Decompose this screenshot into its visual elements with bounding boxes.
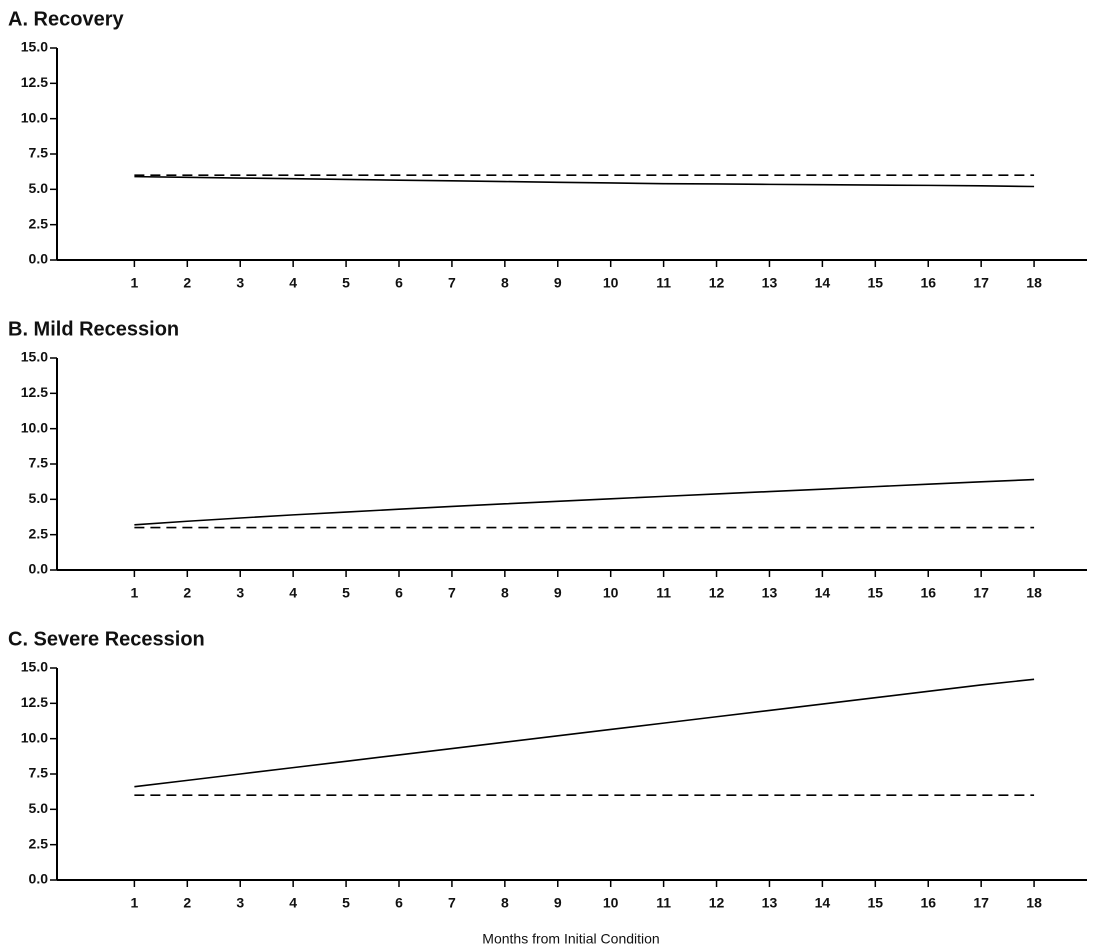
y-tick-label: 7.5 — [29, 765, 49, 781]
x-tick-label: 15 — [868, 585, 884, 601]
y-tick-label: 5.0 — [29, 490, 49, 506]
x-tick-label: 11 — [656, 275, 671, 291]
x-tick-label: 14 — [815, 275, 831, 291]
y-tick-label: 15.0 — [21, 39, 48, 55]
x-tick-label: 3 — [236, 895, 244, 911]
data-line — [134, 678, 1035, 788]
x-tick-label: 2 — [183, 585, 191, 601]
x-tick-label: 16 — [920, 895, 936, 911]
x-tick-label: 1 — [130, 585, 138, 601]
y-tick-label: 10.0 — [21, 729, 48, 745]
x-tick-label: 9 — [554, 895, 562, 911]
y-tick-label: 5.0 — [29, 800, 49, 816]
x-tick-label: 2 — [183, 895, 191, 911]
data-line — [134, 175, 1035, 188]
x-tick-label: 16 — [920, 585, 936, 601]
x-tick-label: 7 — [448, 895, 456, 911]
x-tick-label: 8 — [501, 585, 509, 601]
x-tick-label: 4 — [289, 275, 297, 291]
x-tick-label: 18 — [1026, 585, 1042, 601]
x-tick-label: 2 — [183, 275, 191, 291]
x-tick-label: 10 — [603, 585, 619, 601]
y-tick-label: 10.0 — [21, 109, 48, 125]
y-tick-label: 7.5 — [29, 455, 49, 471]
x-tick-label: 5 — [342, 585, 350, 601]
x-tick-label: 15 — [868, 275, 884, 291]
x-tick-label: 13 — [762, 895, 778, 911]
x-tick-label: 17 — [973, 895, 989, 911]
y-tick-label: 2.5 — [29, 525, 49, 541]
x-tick-label: 3 — [236, 585, 244, 601]
x-tick-label: 5 — [342, 895, 350, 911]
x-tick-label: 17 — [973, 275, 989, 291]
x-tick-label: 4 — [289, 895, 297, 911]
y-tick-label: 2.5 — [29, 835, 49, 851]
x-tick-label: 6 — [395, 895, 403, 911]
x-axis-label: Months from Initial Condition — [482, 931, 659, 947]
x-tick-label: 10 — [603, 275, 619, 291]
x-tick-label: 8 — [501, 275, 509, 291]
x-tick-label: 1 — [130, 275, 138, 291]
x-tick-label: 7 — [448, 585, 456, 601]
x-tick-label: 9 — [554, 275, 562, 291]
y-tick-label: 12.5 — [21, 694, 48, 710]
y-tick-label: 5.0 — [29, 180, 49, 196]
data-line — [134, 478, 1035, 526]
y-tick-label: 0.0 — [29, 251, 49, 267]
x-tick-label: 4 — [289, 585, 297, 601]
x-tick-label: 11 — [656, 585, 671, 601]
x-tick-label: 11 — [656, 895, 671, 911]
y-tick-label: 0.0 — [29, 871, 49, 887]
x-tick-label: 3 — [236, 275, 244, 291]
x-tick-label: 7 — [448, 275, 456, 291]
x-tick-label: 1 — [130, 895, 138, 911]
panel-title: C. Severe Recession — [8, 628, 205, 650]
x-tick-label: 14 — [815, 895, 831, 911]
panel-title: B. Mild Recession — [8, 318, 179, 340]
y-tick-label: 2.5 — [29, 215, 49, 231]
y-tick-label: 10.0 — [21, 419, 48, 435]
y-tick-label: 12.5 — [21, 384, 48, 400]
x-tick-label: 13 — [762, 275, 778, 291]
x-tick-label: 12 — [709, 275, 725, 291]
y-tick-label: 15.0 — [21, 659, 48, 675]
y-tick-label: 15.0 — [21, 349, 48, 365]
y-tick-label: 7.5 — [29, 145, 49, 161]
x-tick-label: 14 — [815, 585, 831, 601]
x-tick-label: 6 — [395, 585, 403, 601]
x-tick-label: 15 — [868, 895, 884, 911]
x-tick-label: 18 — [1026, 275, 1042, 291]
x-tick-label: 18 — [1026, 895, 1042, 911]
y-tick-label: 12.5 — [21, 74, 48, 90]
x-tick-label: 6 — [395, 275, 403, 291]
x-tick-label: 9 — [554, 585, 562, 601]
x-tick-label: 17 — [973, 585, 989, 601]
x-tick-label: 13 — [762, 585, 778, 601]
panel-title: A. Recovery — [8, 8, 124, 30]
x-tick-label: 12 — [709, 585, 725, 601]
y-tick-label: 0.0 — [29, 561, 49, 577]
x-tick-label: 10 — [603, 895, 619, 911]
x-tick-label: 16 — [920, 275, 936, 291]
x-tick-label: 12 — [709, 895, 725, 911]
x-tick-label: 5 — [342, 275, 350, 291]
x-tick-label: 8 — [501, 895, 509, 911]
